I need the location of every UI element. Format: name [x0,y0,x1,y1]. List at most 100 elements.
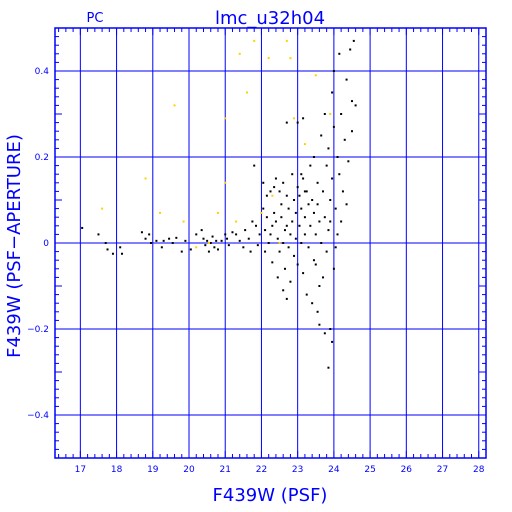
data-point [106,248,109,251]
data-point [119,246,122,249]
x-tick-label: 17 [75,465,86,475]
data-point [262,181,265,184]
x-tick-label: 22 [256,465,267,475]
data-point [345,78,348,81]
data-point [314,233,317,236]
data-point [207,250,210,253]
data-point [287,207,290,210]
data-point [149,242,152,244]
data-point [302,117,305,120]
data-point [216,248,219,251]
x-tick-label: 18 [111,465,123,475]
data-point [258,233,261,236]
data-point [311,302,314,305]
highlight-point [285,39,288,42]
data-point [293,254,296,257]
data-point [274,220,277,223]
data-point [294,237,297,240]
data-point [352,39,355,42]
data-point [168,237,171,240]
data-point [265,216,268,219]
data-point [347,160,350,163]
data-point [311,199,314,201]
data-point [274,177,277,180]
data-point [289,233,292,236]
data-point [264,250,267,253]
data-point [278,190,281,193]
data-point [340,113,343,115]
data-point [327,147,330,150]
highlight-point [195,246,198,249]
y-tick-label: −0.4 [27,411,49,421]
grid-lines [55,28,486,458]
data-point [305,190,308,193]
data-point [331,177,334,180]
data-point [211,235,214,238]
highlight-point [314,74,317,77]
data-point [269,233,272,236]
data-point [350,130,353,133]
data-point [349,48,352,51]
data-point [298,194,301,197]
data-point [285,224,288,227]
data-point [327,229,330,232]
data-point [280,203,283,206]
data-point [215,239,218,242]
highlight-point [224,181,227,184]
highlight-point [253,39,256,42]
data-point [322,190,325,193]
data-point [296,121,299,124]
data-point [325,250,328,253]
data-point [285,297,288,300]
highlight-point [303,143,306,146]
data-point [283,267,286,270]
data-point [202,237,205,240]
data-point [316,181,319,184]
y-tick-label: 0.2 [35,153,49,163]
x-tick-label: 27 [437,465,448,475]
data-point [332,125,335,128]
y-tick-label: 0 [43,239,49,249]
data-point [273,211,276,214]
data-point [160,246,163,249]
data-point [251,220,254,223]
data-point [282,289,285,292]
highlight-point [216,211,219,214]
data-point [121,252,124,255]
data-point [336,233,339,236]
data-point [300,207,303,210]
data-point [204,244,207,247]
data-point [331,340,334,343]
data-point [294,211,297,214]
data-point [276,276,279,279]
data-point [81,226,84,229]
data-point [269,190,272,193]
data-point [195,233,198,236]
data-point [111,252,114,255]
data-point [316,310,319,313]
data-point [318,285,321,287]
data-point [213,246,216,249]
data-point [238,239,241,242]
data-point [302,272,305,275]
data-point [340,220,343,223]
data-point [300,173,303,176]
highlight-point [329,113,332,115]
data-point [323,332,326,335]
data-point [200,229,203,232]
data-point [231,231,234,234]
data-point [296,186,299,189]
highlight-point [144,177,147,180]
highlight-point [245,91,248,94]
x-tick-labels: 17 18 19 20 21 22 23 24 25 26 27 28 [75,465,485,475]
data-point [322,276,325,279]
data-point [144,237,147,240]
x-tick-label: 28 [473,465,485,475]
data-point [280,216,283,219]
data-point [302,177,305,180]
data-point [345,203,348,206]
data-point [267,242,270,244]
x-tick-label: 19 [147,465,159,475]
data-point [209,242,212,244]
